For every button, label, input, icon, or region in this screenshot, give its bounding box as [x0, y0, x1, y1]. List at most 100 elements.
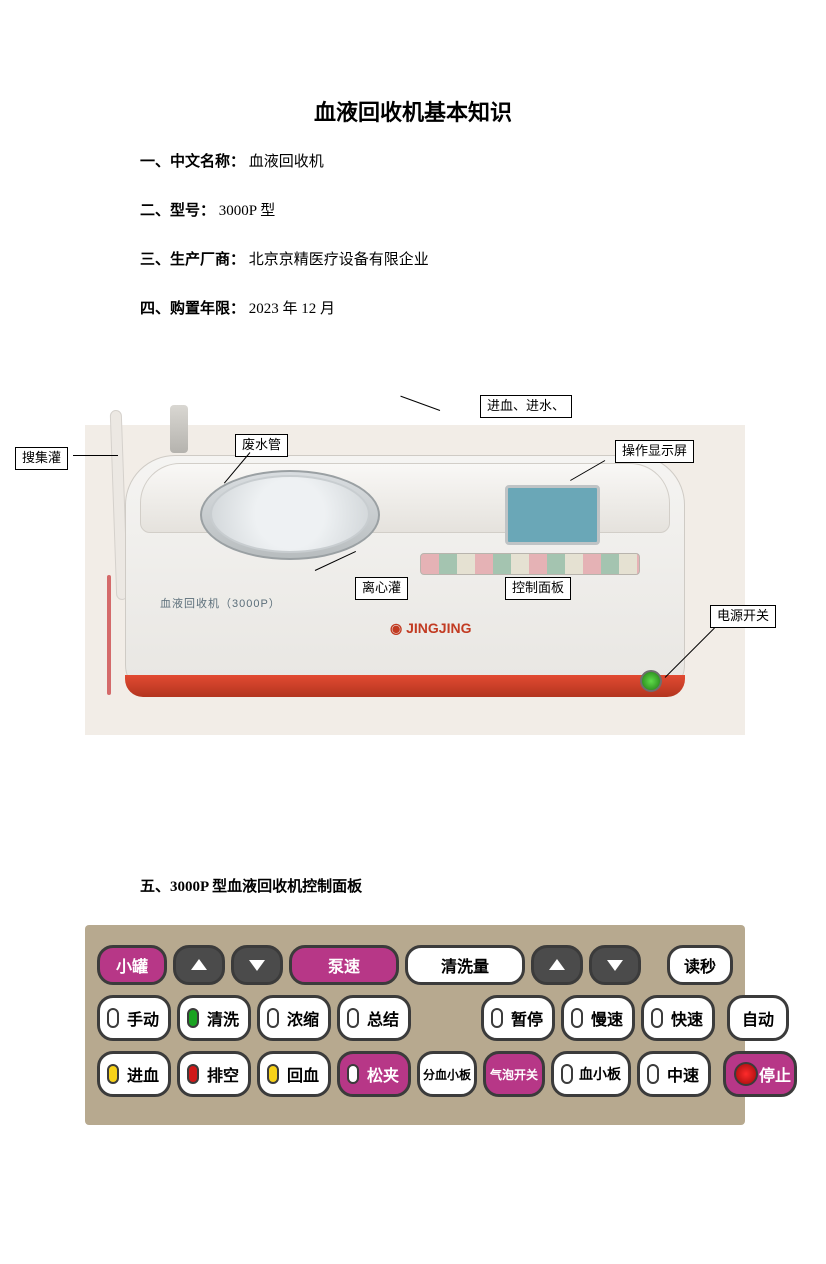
btn-label: 慢速: [591, 1006, 623, 1030]
info-name: 一、中文名称： 血液回收机: [140, 149, 826, 176]
spacer: [417, 995, 475, 1041]
arrow-up-icon: [189, 955, 209, 975]
indicator-icon: [651, 1008, 663, 1028]
btn-platelet[interactable]: 血小板: [551, 1051, 631, 1097]
btn-label: 自动: [742, 1006, 774, 1030]
indicator-icon: [187, 1008, 199, 1028]
arrow-down-icon: [605, 955, 625, 975]
btn-up-1[interactable]: [173, 945, 225, 985]
btn-label: 清洗量: [441, 953, 489, 977]
btn-pause[interactable]: 暂停: [481, 995, 555, 1041]
callout-centrifuge: 离心灌: [355, 577, 408, 600]
control-panel: 小罐 泵速 清洗量 读秒 手动 清洗: [85, 925, 745, 1125]
indicator-icon: [571, 1008, 583, 1028]
indicator-icon: [107, 1064, 119, 1084]
btn-medium[interactable]: 中速: [637, 1051, 711, 1097]
btn-label: 手动: [127, 1006, 159, 1030]
btn-label: 进血: [127, 1062, 159, 1086]
btn-label: 浓缩: [287, 1006, 319, 1030]
device-logo: JINGJING: [390, 620, 471, 637]
btn-down-2[interactable]: [589, 945, 641, 985]
btn-label: 清洗: [207, 1006, 239, 1030]
stop-icon: [734, 1062, 758, 1086]
btn-auto[interactable]: 自动: [727, 995, 789, 1041]
callout-waste: 废水管: [235, 434, 288, 457]
btn-release[interactable]: 松夹: [337, 1051, 411, 1097]
device-power-btn: [640, 670, 662, 692]
btn-summary[interactable]: 总结: [337, 995, 411, 1041]
section5-heading: 五、3000P 型血液回收机控制面板: [140, 875, 362, 896]
info-purchase-label: 四、购置年限：: [140, 301, 245, 317]
device-model-label: 血液回收机（3000P）: [160, 595, 281, 611]
device-control-strip: [420, 553, 640, 575]
info-manufacturer-label: 三、生产厂商：: [140, 252, 245, 268]
arrow-down-icon: [247, 955, 267, 975]
device-base: [125, 675, 685, 697]
btn-label: 排空: [207, 1062, 239, 1086]
info-model-label: 二、型号：: [140, 203, 215, 219]
info-purchase-value: 2023 年 12 月: [249, 301, 335, 317]
btn-label: 读秒: [684, 953, 716, 977]
btn-label: 快速: [671, 1006, 703, 1030]
info-manufacturer: 三、生产厂商： 北京京精医疗设备有限企业: [140, 247, 826, 274]
btn-clean[interactable]: 清洗: [177, 995, 251, 1041]
callout-ctrlpanel: 控制面板: [505, 577, 571, 600]
callout-inlet: 进血、进水、: [480, 395, 572, 418]
indicator-icon: [491, 1008, 503, 1028]
info-name-value: 血液回收机: [249, 154, 324, 170]
page-title: 血液回收机基本知识: [0, 95, 826, 127]
callout-collect: 搜集灌: [15, 447, 68, 470]
btn-blood-in[interactable]: 进血: [97, 1051, 171, 1097]
btn-label: 总结: [367, 1006, 399, 1030]
btn-label: 中速: [667, 1062, 699, 1086]
btn-blood-back[interactable]: 回血: [257, 1051, 331, 1097]
centrifuge-lid: [210, 475, 370, 553]
info-manufacturer-value: 北京京精医疗设备有限企业: [249, 252, 429, 268]
btn-pump-speed[interactable]: 泵速: [289, 945, 399, 985]
btn-label: 松夹: [367, 1062, 399, 1086]
btn-small-tank[interactable]: 小罐: [97, 945, 167, 985]
btn-fast[interactable]: 快速: [641, 995, 715, 1041]
btn-label: 暂停: [511, 1006, 543, 1030]
indicator-icon: [267, 1064, 279, 1084]
btn-stop[interactable]: 停止: [723, 1051, 797, 1097]
panel-row-2: 手动 清洗 浓缩 总结 暂停 慢速 快速 自动: [97, 995, 733, 1041]
btn-manual[interactable]: 手动: [97, 995, 171, 1041]
info-name-label: 一、中文名称：: [140, 154, 245, 170]
panel-row-3: 进血 排空 回血 松夹 分血小板 气泡开关 血小板 中速: [97, 1051, 733, 1097]
btn-platelet-split[interactable]: 分血小板: [417, 1051, 477, 1097]
btn-label: 泵速: [328, 953, 360, 977]
indicator-icon: [267, 1008, 279, 1028]
indicator-icon: [187, 1064, 199, 1084]
indicator-icon: [347, 1064, 359, 1084]
btn-slow[interactable]: 慢速: [561, 995, 635, 1041]
btn-concentrate[interactable]: 浓缩: [257, 995, 331, 1041]
btn-up-2[interactable]: [531, 945, 583, 985]
btn-label: 回血: [287, 1062, 319, 1086]
spacer: [647, 945, 661, 985]
callout-line: [73, 455, 118, 456]
btn-label: 血小板: [579, 1064, 621, 1084]
btn-label: 分血小板: [423, 1066, 471, 1083]
tube-red: [107, 575, 111, 695]
panel-row-1: 小罐 泵速 清洗量 读秒: [97, 945, 733, 985]
info-model: 二、型号： 3000P 型: [140, 198, 826, 225]
callout-line: [400, 396, 440, 411]
btn-label: 小罐: [116, 953, 148, 977]
device-screen: [505, 485, 600, 545]
btn-clean-amount[interactable]: 清洗量: [405, 945, 525, 985]
arrow-up-icon: [547, 955, 567, 975]
info-purchase: 四、购置年限： 2023 年 12 月: [140, 296, 826, 323]
indicator-icon: [647, 1064, 659, 1084]
info-model-value: 3000P 型: [219, 203, 276, 219]
btn-label: 气泡开关: [490, 1066, 538, 1083]
btn-down-1[interactable]: [231, 945, 283, 985]
callout-display: 操作显示屏: [615, 440, 694, 463]
btn-bubble[interactable]: 气泡开关: [483, 1051, 545, 1097]
btn-seconds[interactable]: 读秒: [667, 945, 733, 985]
device-diagram: 血液回收机（3000P） JINGJING 搜集灌 废水管 进血、进水、 操作显…: [85, 425, 745, 805]
btn-empty[interactable]: 排空: [177, 1051, 251, 1097]
callout-power: 电源开关: [710, 605, 776, 628]
indicator-icon: [561, 1064, 573, 1084]
indicator-icon: [107, 1008, 119, 1028]
